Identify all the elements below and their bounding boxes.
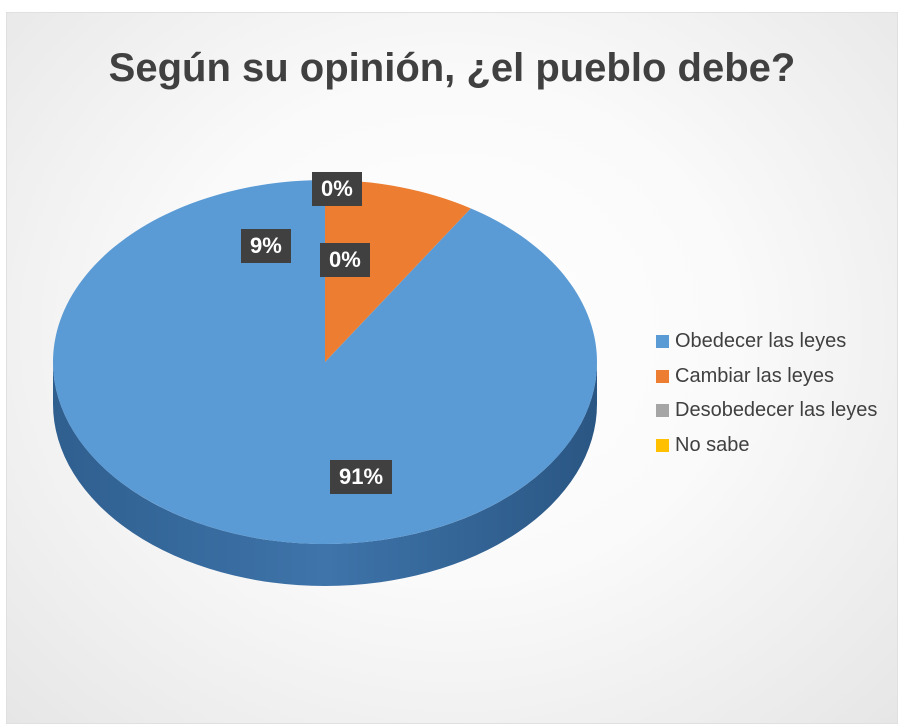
legend-swatch-desobedecer	[656, 404, 669, 417]
data-label-cambiar: 9%	[241, 229, 291, 263]
chart-title: Según su opinión, ¿el pueblo debe?	[108, 46, 796, 90]
data-label-obedecer: 91%	[330, 460, 393, 494]
pie-slice-cambiar	[325, 180, 471, 362]
legend-label-cambiar: Cambiar las leyes	[675, 364, 834, 387]
pie-top	[52, 180, 598, 544]
data-label-desobedecer: 0%	[312, 172, 362, 206]
legend-item-obedecer: Obedecer las leyes	[656, 330, 877, 353]
pie-side	[53, 362, 597, 586]
legend-swatch-obedecer	[656, 335, 669, 348]
legend-label-desobedecer: Desobedecer las leyes	[675, 399, 878, 421]
legend-swatch-cambiar	[656, 369, 669, 383]
legend-item-no-sabe: No sabe	[656, 434, 877, 457]
legend-label-no-sabe: No sabe	[675, 433, 750, 456]
legend-item-cambiar: Cambiar las leyes	[656, 365, 877, 388]
pie-side-band	[53, 362, 597, 586]
legend-item-desobedecer: Desobedecer las leyes	[656, 399, 877, 422]
legend: Obedecer las leyes Cambiar las leyes Des…	[656, 330, 877, 468]
data-label-no-sabe: 0%	[320, 243, 370, 277]
legend-label-obedecer: Obedecer las leyes	[675, 330, 847, 352]
legend-swatch-no-sabe	[656, 438, 669, 452]
